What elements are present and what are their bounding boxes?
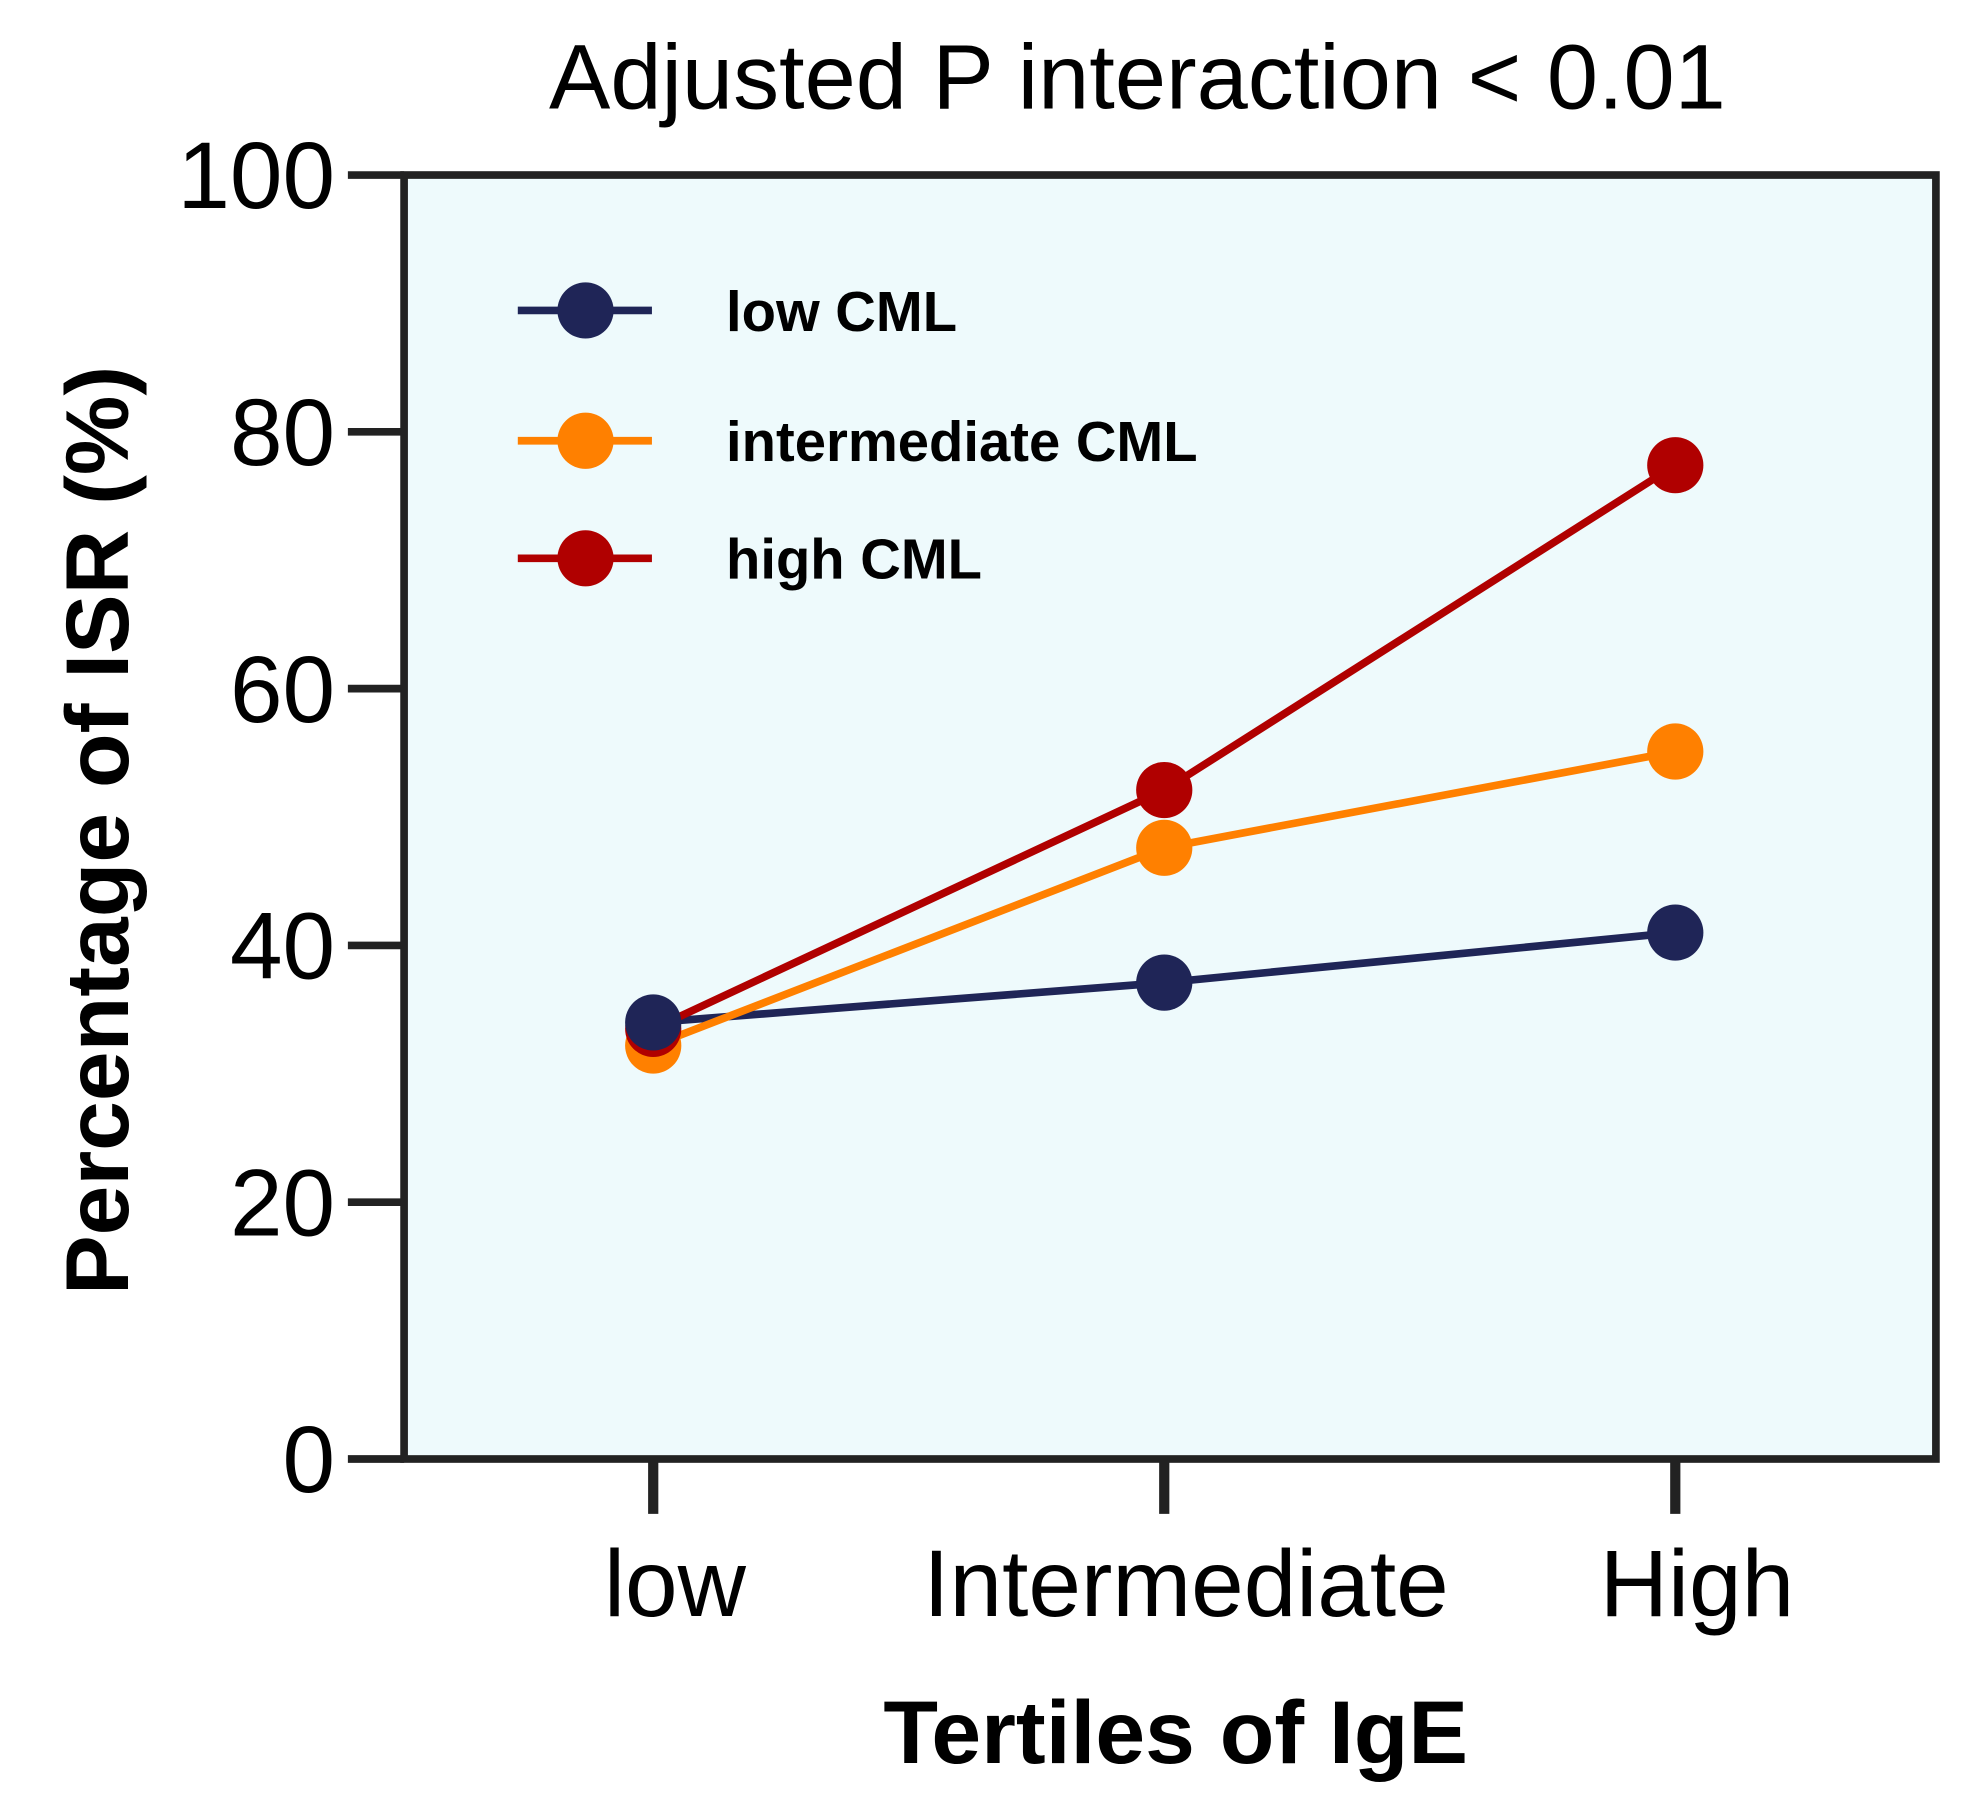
data-point (1136, 954, 1193, 1011)
y-tick-label: 60 (230, 637, 335, 743)
legend-marker (557, 412, 614, 469)
data-point (1647, 904, 1704, 961)
legend-label: high CML (726, 528, 982, 591)
x-tick-label: low (604, 1531, 747, 1637)
legend-marker (557, 530, 614, 587)
chart-title: Adjusted P interaction < 0.01 (549, 27, 1726, 129)
legend-marker (557, 282, 614, 339)
data-point (625, 994, 682, 1051)
y-tick-label: 80 (230, 380, 335, 486)
legend-label: low CML (726, 280, 957, 343)
x-tick-label: Intermediate (923, 1531, 1448, 1637)
y-tick-label: 20 (230, 1150, 335, 1256)
data-point (1647, 437, 1704, 494)
x-tick-label: High (1600, 1531, 1794, 1637)
y-tick-label: 0 (283, 1407, 336, 1513)
legend-label: intermediate CML (726, 410, 1198, 473)
y-axis-label: Percentage of ISR (%) (47, 366, 147, 1295)
data-point (1136, 761, 1193, 819)
y-tick-label: 100 (177, 123, 335, 229)
x-axis-label: Tertiles of IgE (883, 1682, 1468, 1782)
data-point (1136, 819, 1193, 876)
data-point (1647, 723, 1704, 780)
y-tick-label: 40 (230, 894, 335, 1000)
